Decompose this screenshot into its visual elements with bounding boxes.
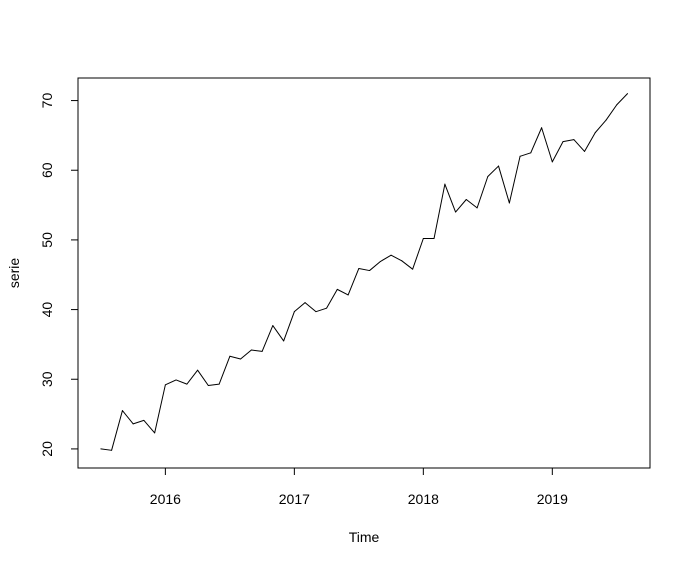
data-point: [250, 349, 252, 351]
y-tick-label: 30: [39, 371, 55, 387]
data-point: [154, 432, 156, 434]
data-point: [347, 294, 349, 296]
data-point: [218, 383, 220, 385]
y-tick-label: 70: [39, 93, 55, 109]
data-point: [315, 311, 317, 313]
data-point: [304, 302, 306, 304]
data-point: [530, 152, 532, 154]
data-point: [283, 340, 285, 342]
data-point: [584, 150, 586, 152]
data-point: [433, 238, 435, 240]
data-point: [616, 104, 618, 106]
data-point: [175, 379, 177, 381]
data-point: [121, 410, 123, 412]
data-point: [401, 260, 403, 262]
y-axis-title: serie: [6, 258, 22, 289]
data-point: [111, 449, 113, 451]
data-point: [541, 127, 543, 129]
data-point: [573, 139, 575, 141]
data-point: [594, 132, 596, 134]
data-point: [229, 355, 231, 357]
data-point: [508, 202, 510, 204]
data-point: [379, 261, 381, 263]
data-point: [100, 448, 102, 450]
data-point: [390, 254, 392, 256]
plot-frame: [77, 77, 651, 469]
data-point: [197, 369, 199, 371]
x-tick-label: 2016: [150, 491, 181, 507]
data-point: [444, 183, 446, 185]
data-point: [422, 238, 424, 240]
data-point: [412, 268, 414, 270]
x-tick-label: 2018: [408, 491, 439, 507]
data-point: [519, 155, 521, 157]
data-point: [336, 288, 338, 290]
x-axis-title: Time: [349, 529, 380, 545]
data-point: [476, 207, 478, 209]
data-point: [551, 161, 553, 163]
data-point: [498, 165, 500, 167]
y-tick-label: 60: [39, 162, 55, 178]
data-point: [186, 383, 188, 385]
series-points: [100, 93, 629, 451]
data-point: [326, 307, 328, 309]
data-point: [369, 270, 371, 272]
x-tick-label: 2019: [537, 491, 568, 507]
data-point: [455, 211, 457, 213]
data-point: [143, 419, 145, 421]
data-point: [132, 423, 134, 425]
y-tick-label: 40: [39, 302, 55, 318]
x-axis: 2016 2017 2018 2019: [150, 467, 568, 507]
y-tick-label: 50: [39, 232, 55, 248]
data-point: [627, 93, 629, 95]
y-tick-label: 20: [39, 441, 55, 457]
data-point: [293, 311, 295, 313]
data-point: [562, 141, 564, 143]
data-point: [358, 267, 360, 269]
data-point: [605, 119, 607, 121]
data-point: [261, 350, 263, 352]
data-point: [207, 385, 209, 387]
data-point: [164, 384, 166, 386]
data-point: [487, 176, 489, 178]
data-point: [465, 198, 467, 200]
data-point: [240, 358, 242, 360]
data-point: [272, 325, 274, 327]
series-line: [100, 93, 628, 451]
y-axis: 20 30 40 50 60 70: [39, 93, 79, 457]
x-tick-label: 2017: [279, 491, 310, 507]
